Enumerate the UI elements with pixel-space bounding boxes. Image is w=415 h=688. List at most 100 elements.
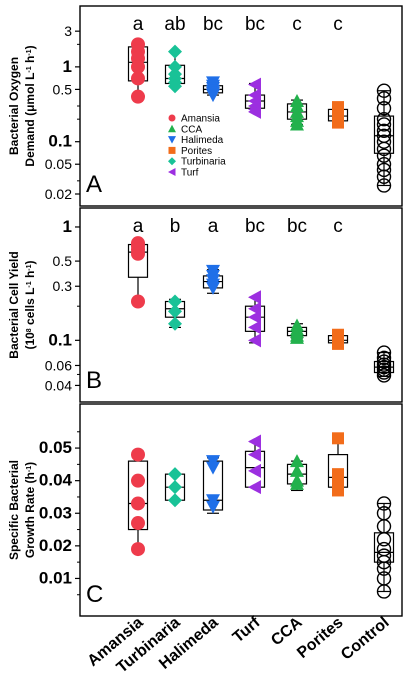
group-halimeda: [202, 455, 224, 514]
y-tick-label: 0.03: [39, 503, 72, 522]
data-point: [376, 354, 392, 369]
data-point: [131, 59, 145, 74]
data-point: [248, 434, 261, 449]
significance-letter: bc: [203, 14, 223, 35]
legend-label: Turf: [181, 168, 199, 179]
significance-letter: bc: [245, 216, 265, 237]
group-cca: [286, 454, 308, 492]
data-point: [376, 91, 392, 106]
panel-frame: [79, 207, 403, 403]
legend-label: Amansia: [181, 114, 220, 125]
significance-letter: c: [333, 216, 343, 237]
y-label-text: ): [23, 260, 37, 264]
group-amansia: a: [127, 216, 149, 309]
y-axis-label-line2: (108 cells L-1 h-1): [23, 260, 37, 349]
legend-marker: [168, 114, 176, 122]
y-tick-label: 0.01: [39, 568, 72, 587]
panel-a: 3 1 0.5 0.1 0.05 0.02 Bacterial Oxygen Demand (…: [7, 5, 403, 207]
data-point: [248, 463, 261, 478]
y-tick-label: 1: [63, 217, 72, 236]
y-label-text: h: [23, 56, 37, 67]
significance-letter: c: [333, 14, 343, 35]
group-amansia: a: [127, 14, 149, 104]
data-point: [376, 162, 392, 178]
data-point: [376, 117, 392, 132]
significance-letter: bc: [245, 14, 265, 35]
data-point: [131, 294, 145, 309]
y-axis-label: Bacterial Cell Yield (108 cells L-1 h-1): [7, 251, 37, 358]
y-label-text: Growth Rate (h: [23, 472, 37, 558]
data-point: [376, 134, 392, 149]
group-turf: bc: [244, 14, 266, 119]
group-control: [373, 345, 395, 383]
legend-label: Turbinaria: [181, 157, 226, 168]
y-tick-label: 0.1: [48, 330, 72, 349]
data-point: [290, 476, 304, 490]
data-point: [376, 83, 392, 98]
panel-letter: B: [86, 367, 102, 394]
data-point: [376, 561, 392, 576]
data-point: [248, 310, 261, 325]
y-label-text: Bacterial Oxygen: [7, 57, 21, 155]
data-point: [206, 500, 220, 514]
data-point: [376, 368, 392, 383]
data-point: [168, 44, 182, 59]
y-axis-label-line1: Bacterial Oxygen: [7, 57, 21, 155]
data-point: [206, 281, 220, 295]
panel-frame: [79, 403, 403, 617]
data-point: [376, 532, 392, 547]
data-point: [131, 496, 145, 511]
legend-label: Porites: [181, 146, 212, 157]
legend-marker: [168, 157, 176, 166]
data-point: [248, 320, 261, 335]
y-label-text: cells L: [23, 288, 37, 329]
y-label-text: Bacterial Cell Yield: [7, 251, 21, 358]
group-turf: [244, 434, 266, 495]
data-point: [376, 169, 392, 184]
y-tick-label: 0.04: [39, 471, 73, 490]
panel-c: 0.05 0.04 0.03 0.02 0.01 Specific Bacterial Gr…: [7, 403, 403, 617]
data-point: [131, 71, 145, 86]
y-axis-label-line1: Specific Bacterial: [7, 460, 21, 560]
significance-letter: a: [133, 216, 144, 237]
legend-entry: Porites: [168, 146, 212, 157]
y-label-superscript: -1: [26, 466, 33, 472]
data-point: [376, 111, 392, 127]
data-point: [131, 473, 145, 488]
y-tick-label: 0.05: [39, 438, 72, 457]
x-tick-label: Control: [338, 614, 392, 664]
significance-letter: b: [170, 216, 181, 237]
legend-entry: Turf: [168, 168, 199, 179]
data-point: [376, 178, 392, 193]
legend-marker: [168, 168, 176, 176]
y-tick-label: 0.05: [45, 156, 72, 172]
data-point: [131, 246, 145, 261]
data-point: [248, 447, 261, 462]
data-point: [376, 123, 392, 138]
data-point: [376, 148, 392, 163]
data-point: [168, 79, 182, 94]
data-point: [290, 454, 304, 468]
data-point: [376, 350, 392, 366]
y-tick-label: 0.04: [45, 377, 72, 393]
y-label-text: (10: [23, 332, 37, 350]
legend-entry: CCA: [168, 124, 202, 135]
data-point: [376, 345, 392, 360]
group-control: [373, 83, 395, 193]
group-halimeda: a: [202, 216, 224, 295]
data-point: [206, 455, 220, 469]
data-point: [168, 316, 182, 331]
y-tick-label: 0.06: [45, 357, 72, 373]
data-point: [376, 141, 392, 157]
y-tick-label: 0.02: [39, 536, 72, 555]
data-point: [332, 116, 344, 129]
y-label-superscript: 8: [26, 328, 33, 332]
data-point: [248, 333, 261, 348]
data-point: [248, 77, 261, 92]
data-point: [376, 496, 392, 511]
data-point: [248, 104, 261, 119]
legend-marker: [168, 124, 176, 133]
y-tick-label: 0.02: [45, 186, 72, 202]
